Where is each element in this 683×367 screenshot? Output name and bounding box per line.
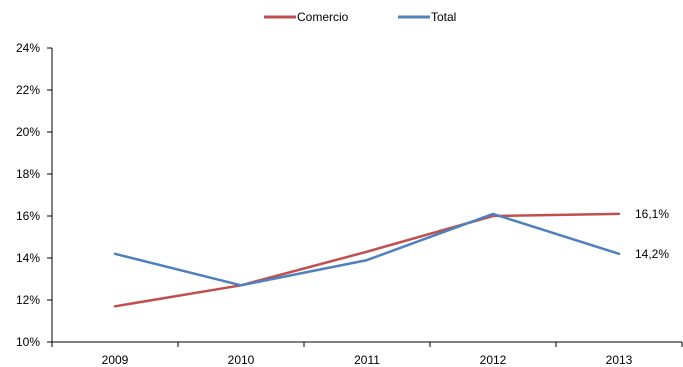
y-tick-label: 16%: [16, 209, 40, 223]
legend: Comercio Total: [264, 10, 456, 24]
plot-area: [113, 212, 621, 308]
y-tick-label: 22%: [16, 83, 40, 97]
x-tick-label: 2009: [102, 353, 129, 367]
data-label: 14,2%: [635, 247, 669, 261]
y-tick-label: 10%: [16, 335, 40, 349]
series-line-total: [113, 212, 621, 287]
legend-label: Comercio: [297, 10, 349, 24]
x-tick-label: 2012: [480, 353, 507, 367]
axes: 10% 12% 14% 16% 18% 20% 22% 24% 2009 2010 2011 2012…: [16, 41, 683, 367]
y-tick-label: 14%: [16, 251, 40, 265]
x-tick-label: 2010: [228, 353, 255, 367]
y-tick-label: 12%: [16, 293, 40, 307]
y-tick-label: 18%: [16, 167, 40, 181]
y-tick-label: 24%: [16, 41, 40, 55]
data-labels: 16,1% 14,2%: [635, 207, 669, 261]
y-tick-label: 20%: [16, 125, 40, 139]
x-tick-label: 2011: [354, 353, 380, 367]
series-line-comercio: [113, 212, 621, 308]
legend-label: Total: [431, 10, 456, 24]
data-label: 16,1%: [635, 207, 669, 221]
x-tick-label: 2013: [606, 353, 633, 367]
